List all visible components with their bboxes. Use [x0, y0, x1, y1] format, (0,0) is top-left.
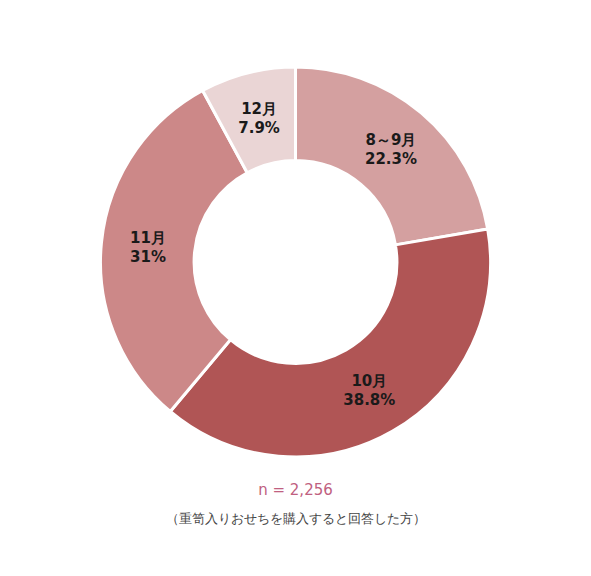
slice: [296, 67, 488, 245]
slice-category-label: 10月: [351, 372, 387, 390]
slice: [203, 67, 296, 173]
slice-category-label: 8～9月: [366, 131, 417, 149]
chart-svg: 8～9月22.3% 10月38.8% 11月31% 12月7.9% n = 2,256 （…: [0, 0, 591, 576]
slice-value-label: 7.9%: [238, 119, 280, 137]
annotations: n = 2,256 （重笥入りおせちを購入すると回答した方）: [166, 481, 426, 526]
slice: [100, 91, 247, 412]
slices: [100, 67, 490, 457]
annotation: （重笥入りおせちを購入すると回答した方）: [166, 511, 426, 526]
slice-value-label: 31%: [130, 248, 166, 266]
chart-container: 8～9月22.3% 10月38.8% 11月31% 12月7.9% n = 2,256 （…: [0, 0, 591, 576]
annotation: n = 2,256: [258, 481, 333, 499]
slice-value-label: 22.3%: [365, 150, 417, 168]
slice-value-label: 38.8%: [343, 391, 395, 409]
slice-category-label: 12月: [241, 100, 277, 118]
slice-labels: 8～9月22.3% 10月38.8% 11月31% 12月7.9%: [130, 100, 417, 409]
slice-category-label: 11月: [130, 229, 166, 247]
